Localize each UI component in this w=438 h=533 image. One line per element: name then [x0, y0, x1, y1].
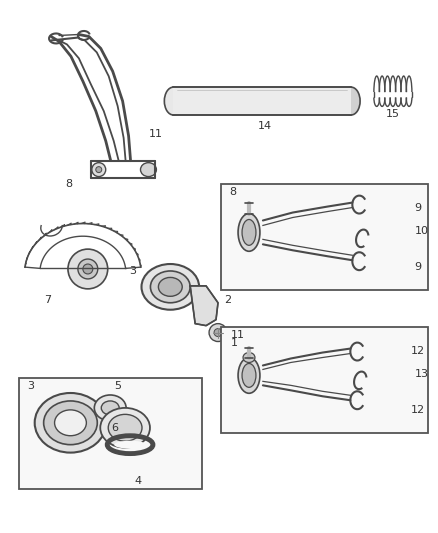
Ellipse shape: [164, 87, 182, 115]
Text: 9: 9: [414, 262, 421, 272]
Circle shape: [209, 324, 227, 342]
Text: 3: 3: [27, 381, 34, 391]
Circle shape: [214, 329, 222, 336]
Ellipse shape: [159, 278, 182, 296]
Ellipse shape: [35, 393, 106, 453]
Text: 11: 11: [148, 129, 162, 139]
Text: 3: 3: [129, 266, 136, 276]
Text: 6: 6: [112, 423, 119, 433]
Ellipse shape: [44, 401, 97, 445]
Polygon shape: [173, 87, 351, 115]
Text: 15: 15: [386, 109, 400, 119]
Text: 7: 7: [45, 295, 52, 305]
Text: 8: 8: [229, 188, 236, 197]
Bar: [221, 184, 428, 290]
Circle shape: [146, 167, 151, 172]
Circle shape: [68, 249, 108, 289]
Circle shape: [96, 167, 102, 173]
Bar: [19, 378, 201, 489]
Bar: [221, 327, 428, 433]
Text: 11: 11: [231, 330, 245, 341]
Text: 1: 1: [230, 337, 237, 348]
Circle shape: [142, 164, 155, 175]
Ellipse shape: [150, 271, 190, 303]
Text: 13: 13: [415, 369, 429, 379]
Circle shape: [78, 259, 98, 279]
Text: 4: 4: [134, 476, 141, 486]
Circle shape: [83, 264, 93, 274]
Ellipse shape: [114, 441, 146, 449]
Ellipse shape: [342, 87, 360, 115]
Text: 5: 5: [115, 381, 122, 391]
Text: 12: 12: [411, 346, 425, 356]
Polygon shape: [190, 286, 218, 326]
Circle shape: [92, 163, 106, 176]
Text: 14: 14: [258, 121, 272, 131]
Ellipse shape: [242, 364, 256, 387]
Ellipse shape: [55, 410, 86, 435]
Ellipse shape: [243, 352, 255, 362]
Ellipse shape: [242, 220, 256, 245]
Ellipse shape: [141, 163, 156, 176]
Ellipse shape: [238, 358, 260, 393]
Text: 2: 2: [224, 295, 232, 305]
Text: 12: 12: [411, 405, 425, 415]
Ellipse shape: [108, 414, 142, 441]
Ellipse shape: [94, 395, 126, 421]
Text: 9: 9: [414, 203, 421, 213]
Text: 10: 10: [415, 227, 429, 237]
Ellipse shape: [101, 401, 119, 415]
Ellipse shape: [238, 214, 260, 251]
Ellipse shape: [141, 264, 199, 310]
Text: 8: 8: [65, 179, 73, 189]
Ellipse shape: [100, 408, 150, 448]
